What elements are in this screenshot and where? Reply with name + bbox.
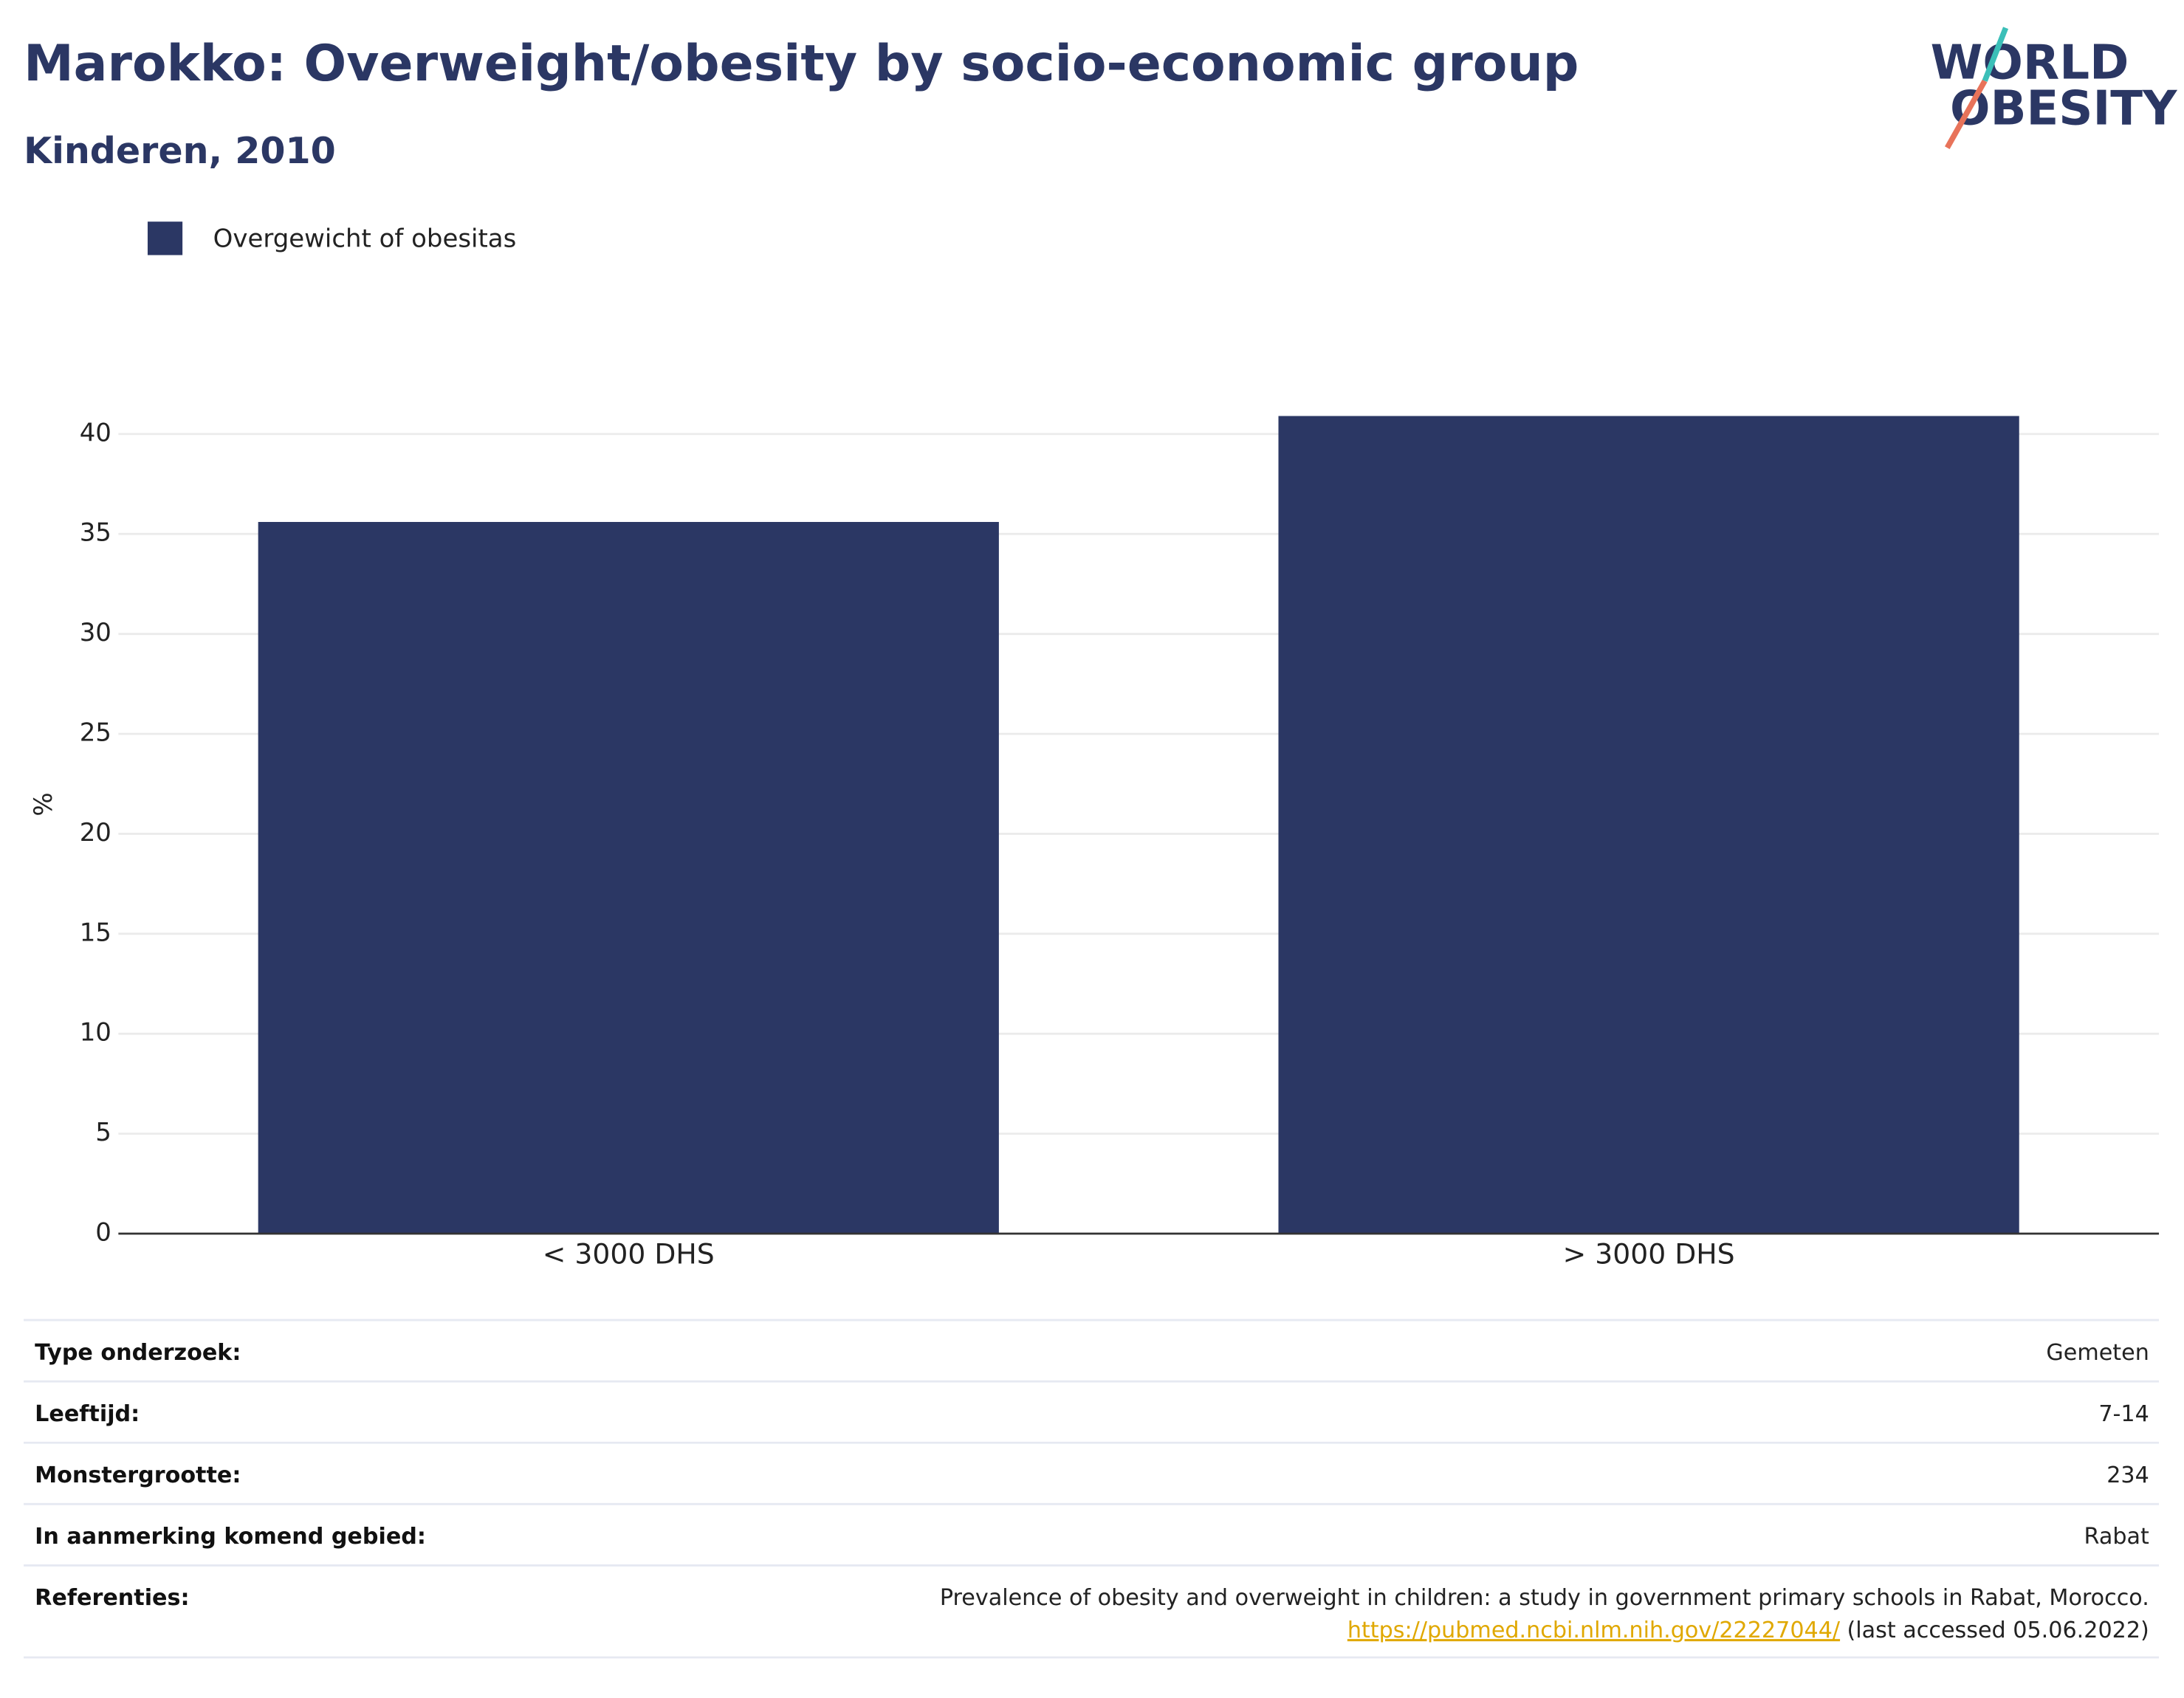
y-tick-label: 5 xyxy=(95,1118,111,1147)
chart-subtitle: Kinderen, 2010 xyxy=(24,129,336,172)
y-tick-label: 20 xyxy=(80,818,111,848)
x-tick-label: < 3000 DHS xyxy=(543,1238,715,1271)
legend-swatch xyxy=(147,221,183,255)
y-tick-label: 25 xyxy=(80,718,111,748)
row-value: 234 xyxy=(2106,1462,2149,1488)
row-value: Gemeten xyxy=(2046,1340,2149,1366)
legend-label: Overgewicht of obesitas xyxy=(213,224,517,253)
y-tick-label: 30 xyxy=(80,618,111,647)
reference-link[interactable]: https://pubmed.ncbi.nlm.nih.gov/22227044… xyxy=(1347,1618,1841,1643)
row-value: Rabat xyxy=(2084,1524,2149,1550)
bar xyxy=(258,522,999,1234)
row-label: Leeftijd: xyxy=(35,1401,140,1427)
info-table: Type onderzoek: Gemeten Leeftijd: 7-14 Monst… xyxy=(24,1319,2160,1659)
y-axis-label: % xyxy=(29,792,58,816)
chart-title: Marokko: Overweight/obesity by socio-eco… xyxy=(24,35,1579,93)
y-tick-label: 10 xyxy=(80,1018,111,1048)
row-label: Type onderzoek: xyxy=(35,1340,241,1366)
y-tick-label: 35 xyxy=(80,518,111,548)
y-tick-label: 0 xyxy=(95,1218,111,1248)
logo-word: OBESITY xyxy=(1950,81,2178,137)
row-label: In aanmerking komend gebied: xyxy=(35,1524,426,1550)
logo-word: WORLD xyxy=(1931,35,2129,90)
logo-slash xyxy=(1982,27,2009,82)
reference-line: https://pubmed.ncbi.nlm.nih.gov/22227044… xyxy=(1347,1618,2149,1643)
x-tick-label: > 3000 DHS xyxy=(1563,1238,1735,1271)
row-label: Monstergrootte: xyxy=(35,1462,241,1488)
row-label: Referenties: xyxy=(35,1585,189,1611)
bar xyxy=(1278,416,2019,1234)
logo: WORLD OBESITY xyxy=(1931,27,2178,149)
row-value: 7-14 xyxy=(2098,1401,2149,1427)
y-tick-label: 15 xyxy=(80,918,111,947)
y-tick-label: 40 xyxy=(80,418,111,447)
logo-slash xyxy=(1945,79,1988,149)
reference-text: Prevalence of obesity and overweight in … xyxy=(940,1585,2149,1611)
reference-note: (last accessed 05.06.2022) xyxy=(1847,1618,2149,1643)
